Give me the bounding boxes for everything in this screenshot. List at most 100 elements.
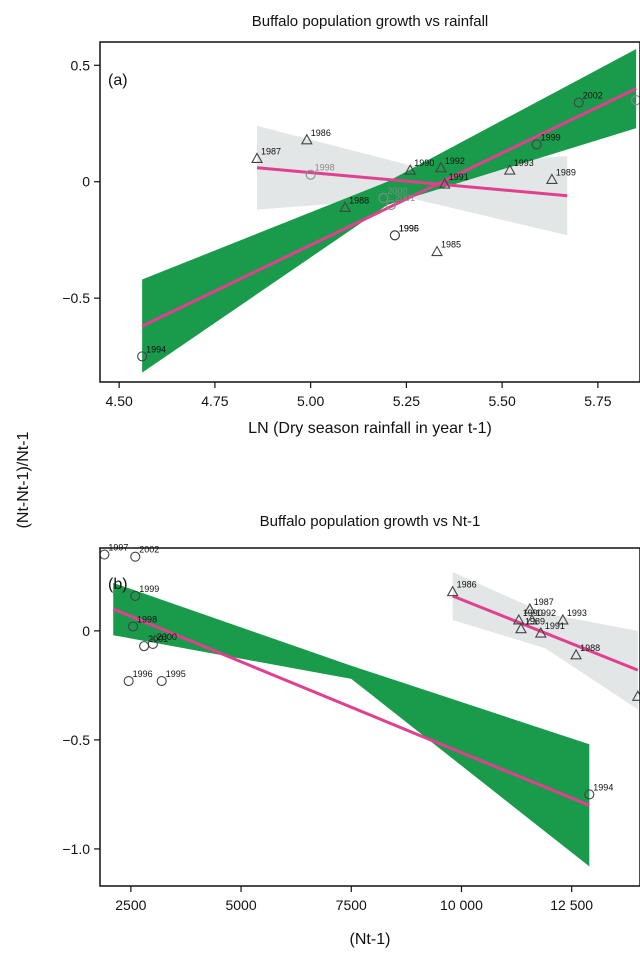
data-point-label: 1996: [133, 669, 153, 679]
y-tick-label: 0.5: [71, 57, 91, 73]
data-point-triangle: [300, 133, 313, 145]
plot-frame: [99, 547, 640, 887]
axes: 2500 5000 7500 10 000 12 500 0 −0.5 −1.0: [62, 623, 593, 913]
shared-y-axis-label: (Nt-Nt-1)/Nt-1: [15, 431, 32, 528]
data-point-circle: [573, 97, 584, 108]
regression-line-1: [256, 166, 568, 198]
data-point-circle: [123, 675, 134, 687]
data-point-label: 1989: [525, 617, 545, 627]
data-point-label: 1994: [593, 782, 613, 792]
data-point-label: 2002: [139, 545, 159, 555]
data-point-label: 1990: [523, 608, 543, 618]
data-point-triangle: [515, 622, 527, 634]
chart-panel-b: Buffalo population growth vs Nt-1 1997 20…: [62, 513, 640, 948]
chart-title: Buffalo population growth vs Nt-1: [260, 513, 481, 530]
data-point-circle: [378, 192, 389, 204]
data-point-label: 1989: [556, 167, 576, 177]
data-point-label: 1985: [441, 240, 461, 250]
data-point-triangle: [434, 161, 447, 173]
x-axis-label: LN (Dry season rainfall in year t-1): [248, 420, 492, 437]
confidence-band-1: [113, 582, 590, 867]
x-tick-label: 2500: [115, 897, 146, 913]
data-point-circle: [584, 789, 595, 800]
panel-label: (a): [108, 72, 128, 89]
confidence-band-2: [452, 571, 638, 710]
data-point-triangle: [545, 173, 558, 184]
plot-content: 1987 1986 1988 1990 1992 1991 1993 1989 1985 1994…: [137, 48, 640, 373]
data-point-circle: [305, 169, 316, 180]
data-point-triangle: [526, 613, 538, 625]
x-tick-label: 4.75: [201, 393, 228, 409]
data-point-label: 1988: [580, 643, 600, 653]
y-tick-label: −0.5: [62, 732, 90, 748]
confidence-band-2: [142, 48, 637, 373]
data-point-circle: [128, 621, 139, 632]
data-point-label: 2001: [148, 634, 168, 644]
data-point-triangle: [431, 245, 443, 257]
data-point-label: 1992: [445, 156, 465, 166]
data-point-label: 1988: [349, 195, 369, 205]
panel-label: (b): [108, 576, 128, 593]
data-point-triangle: [404, 163, 417, 175]
y-tick-label: −0.5: [62, 290, 90, 306]
data-point-label: 1990: [414, 158, 434, 168]
data-point-label: 2001: [395, 193, 415, 203]
data-point-triangle: [523, 602, 536, 614]
x-tick-label: 10 000: [440, 897, 483, 913]
data-point-label: 1992: [536, 608, 556, 618]
data-point-triangle: [438, 177, 451, 189]
data-point-circle: [389, 230, 400, 241]
x-axis-label: (Nt-1): [350, 931, 391, 948]
data-point-triangle: [512, 613, 525, 625]
data-point-label: 1993: [567, 608, 587, 618]
data-point-label: 1987: [261, 146, 281, 156]
x-tick-label: 5000: [225, 897, 256, 913]
chart-title: Buffalo population growth vs rainfall: [252, 13, 489, 30]
data-point-label: 1987: [534, 597, 554, 607]
chart-panel-a: Buffalo population growth vs rainfall 19…: [62, 13, 640, 437]
data-point-circle: [137, 351, 148, 362]
plot-frame: [99, 41, 640, 383]
x-tick-label: 5.00: [297, 393, 324, 409]
data-point-triangle: [534, 626, 547, 638]
data-point-triangle: [251, 152, 263, 163]
data-point-label: 1993: [514, 158, 534, 168]
data-point-triangle: [503, 163, 516, 175]
data-point-label: 1996: [399, 223, 419, 233]
data-point-circle: [130, 590, 141, 602]
x-tick-label: 5.25: [393, 393, 420, 409]
data-point-label: 1991: [449, 172, 469, 182]
x-tick-label: 7500: [336, 897, 367, 913]
regression-line-2: [452, 594, 639, 672]
y-tick-label: 0: [82, 623, 90, 639]
data-point-label: 1991: [545, 621, 565, 631]
data-point-label: 1995: [399, 223, 419, 233]
data-point-triangle: [339, 201, 352, 212]
data-point-label: 1998: [315, 163, 335, 173]
data-point-label: 2000: [387, 186, 407, 196]
data-point-label: 1999: [541, 132, 561, 142]
data-point-triangle: [631, 690, 640, 701]
data-point-label: 1986: [457, 580, 477, 590]
data-point-triangle: [446, 585, 459, 597]
data-point-label: 1998: [137, 615, 157, 625]
data-point-label: 1994: [146, 344, 166, 354]
data-point-label: 1995: [166, 669, 186, 679]
data-point-triangle: [556, 613, 569, 625]
data-point-circle: [386, 199, 397, 211]
data-point-circle: [156, 675, 167, 687]
y-tick-label: 0: [82, 174, 90, 190]
x-tick-label: 5.50: [489, 393, 516, 409]
x-tick-label: 12 500: [550, 897, 593, 913]
data-point-circle: [130, 551, 141, 562]
x-tick-label: 5.75: [584, 393, 611, 409]
data-point-circle: [147, 638, 158, 649]
data-point-label: 2000: [157, 632, 177, 642]
regression-line-1: [112, 607, 590, 807]
axes: 4.50 4.75 5.00 5.25 5.50 5.75 0.5 0 −0.5: [62, 57, 611, 409]
data-point-label: 1986: [311, 128, 331, 138]
regression-line-2: [141, 87, 637, 328]
y-tick-label: −1.0: [62, 841, 90, 857]
